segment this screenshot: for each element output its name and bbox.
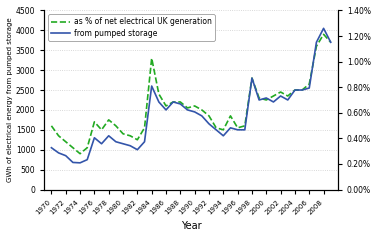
Y-axis label: GWh of electrical energy from pumped storage: GWh of electrical energy from pumped sto… (7, 18, 13, 182)
X-axis label: Year: Year (181, 221, 201, 231)
Legend: as % of net electrical UK generation, from pumped storage: as % of net electrical UK generation, fr… (48, 14, 215, 41)
